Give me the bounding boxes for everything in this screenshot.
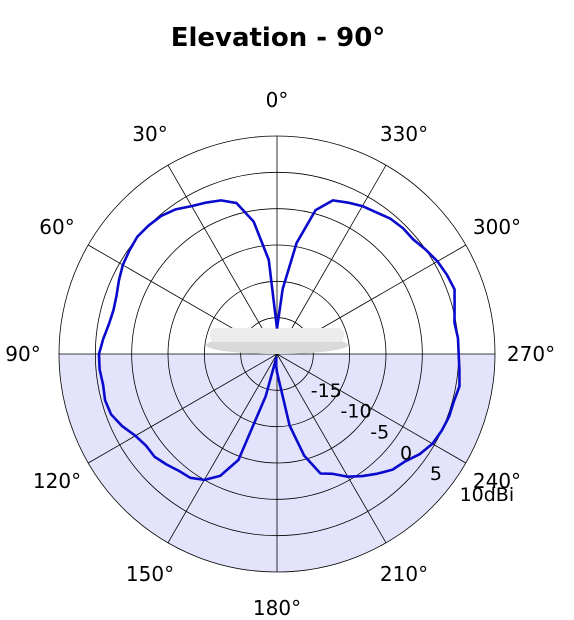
grid-spoke [167,353,278,543]
radial-tick-label: -15 [311,380,342,402]
angle-tick-labels: 0° 30° 60° 90° 120° 150° 180° 210° 240° 270° 300° 3… [5,88,555,620]
angle-tick-label: 300° [473,215,521,239]
angle-tick-label: 270° [507,342,555,366]
angle-tick-label: 330° [380,122,428,146]
grid-spoke [167,165,278,355]
angle-tick-label: 0° [266,88,289,112]
angle-tick-label: 210° [380,562,428,586]
antenna-model [206,328,348,354]
angle-tick-label: 150° [126,562,174,586]
radial-tick-label: 0 [400,442,412,464]
angle-tick-label: 90° [5,342,40,366]
angle-tick-label: 180° [253,596,301,620]
angle-tick-label: 120° [33,469,81,493]
antenna-top [210,328,344,342]
gain-pattern-series [97,199,461,482]
angle-tick-label: 240° [473,469,521,493]
radial-tick-label: 5 [430,463,442,485]
grid-spoke [276,353,387,543]
radial-tick-label: -10 [341,401,372,423]
chart-title: Elevation - 90° [171,23,386,53]
grid-spoke [88,353,278,464]
grid-spoke [276,165,387,355]
radial-tick-labels: -15-10-5 05 10dBi [311,380,514,506]
radial-tick-label: -5 [370,422,389,444]
angle-tick-label: 60° [39,215,74,239]
polar-grid [58,135,496,573]
angle-tick-label: 30° [132,122,167,146]
radial-tick-label: 10dBi [460,484,515,506]
grid-spoke [276,353,466,464]
series-line [97,199,461,482]
